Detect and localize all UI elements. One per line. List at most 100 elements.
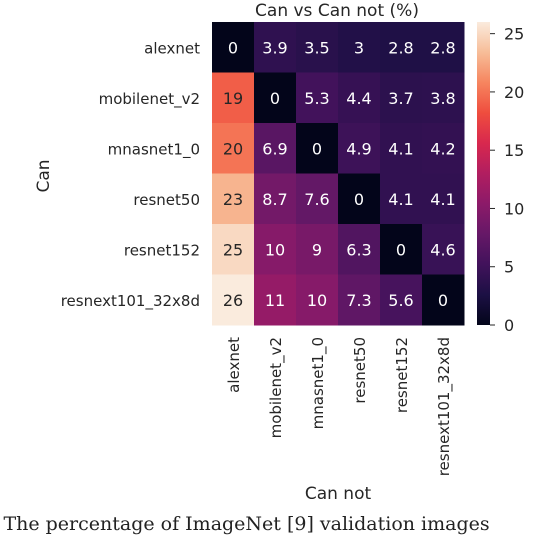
cell-value-label: 19 <box>223 89 243 108</box>
cell-value-label: 3.7 <box>388 89 413 108</box>
heatmap-cell <box>422 123 465 174</box>
cell-value-label: 4.2 <box>430 139 455 158</box>
colorbar-tick-label: 5 <box>504 258 514 277</box>
heatmap-cell <box>296 274 339 326</box>
cell-value-label: 6.3 <box>346 240 371 259</box>
heatmap-cells: 0 3.9 3.5 3 2.8 2.8 19 0 5.3 4.4 3.7 3.8 20 6.9 0 4.9 4.… <box>212 22 465 326</box>
cell-value-label: 4.4 <box>346 89 371 108</box>
heatmap-cell <box>380 22 423 73</box>
cell-value-label: 0 <box>438 291 448 310</box>
heatmap-cell <box>338 72 381 124</box>
heatmap-cell <box>254 123 297 174</box>
heatmap-cell <box>380 224 423 275</box>
heatmap-cell <box>422 224 465 275</box>
row-tick-label: resnet50 <box>133 191 200 209</box>
column-tick-label: mobilenet_v2 <box>267 337 286 438</box>
cell-value-label: 5.3 <box>304 89 329 108</box>
heatmap-cell <box>422 274 465 326</box>
colorbar <box>477 22 490 325</box>
caption-text: : The percentage of ImageNet [9] validat… <box>0 515 490 535</box>
cell-value-label: 4.1 <box>388 139 413 158</box>
cell-value-label: 5.6 <box>388 291 413 310</box>
heatmap-cell <box>296 72 339 124</box>
heatmap-cell <box>338 224 381 275</box>
colorbar-tick-label: 15 <box>504 141 524 160</box>
heatmap-cell <box>212 173 255 225</box>
heatmap-cell <box>254 72 297 124</box>
heatmap-cell <box>422 173 465 225</box>
column-tick-label: resnet50 <box>351 337 369 404</box>
cell-value-label: 11 <box>265 291 285 310</box>
heatmap-cell <box>380 123 423 174</box>
colorbar-tick-label: 25 <box>504 25 524 44</box>
colorbar-tick-label: 0 <box>504 316 514 335</box>
row-tick-label: alexnet <box>144 39 200 57</box>
heatmap-cell <box>296 123 339 174</box>
cell-value-label: 10 <box>265 240 285 259</box>
cell-value-label: 2.8 <box>430 38 455 57</box>
cell-value-label: 0 <box>354 190 364 209</box>
colorbar-tick-label: 10 <box>504 199 524 218</box>
cell-value-label: 4.1 <box>388 190 413 209</box>
column-tick-label: resnext101_32x8d <box>435 337 454 476</box>
heatmap-cell <box>380 173 423 225</box>
cell-value-label: 8.7 <box>262 190 287 209</box>
chart-title: Can vs Can not (%) <box>255 1 419 21</box>
cell-value-label: 20 <box>223 139 243 158</box>
heatmap-cell <box>254 173 297 225</box>
y-axis-label: Can <box>34 159 54 192</box>
heatmap-cell <box>212 72 255 124</box>
colorbar-tick-label: 20 <box>504 83 524 102</box>
cell-value-label: 9 <box>312 240 322 259</box>
heatmap-cell <box>212 274 255 326</box>
cell-value-label: 4.9 <box>346 139 371 158</box>
cell-value-label: 4.6 <box>430 240 455 259</box>
cell-value-label: 0 <box>396 240 406 259</box>
cell-value-label: 7.3 <box>346 291 371 310</box>
heatmap-cell <box>338 173 381 225</box>
heatmap-cell <box>338 22 381 73</box>
cell-value-label: 0 <box>270 89 280 108</box>
cell-value-label: 26 <box>223 291 243 310</box>
heatmap-cell <box>212 224 255 275</box>
colorbar-ticks: 0 5 10 15 20 25 <box>490 25 524 335</box>
heatmap-cell <box>296 224 339 275</box>
heatmap-cell <box>338 123 381 174</box>
column-tick-label: alexnet <box>225 337 243 393</box>
cell-value-label: 23 <box>223 190 243 209</box>
heatmap-cell <box>380 72 423 124</box>
heatmap-cell <box>338 274 381 326</box>
cell-value-label: 3 <box>354 38 364 57</box>
column-tick-label: mnasnet1_0 <box>309 337 328 429</box>
row-labels: alexnet mobilenet_v2 mnasnet1_0 resnet50 res… <box>61 39 200 311</box>
cell-value-label: 3.9 <box>262 38 287 57</box>
cell-value-label: 2.8 <box>388 38 413 57</box>
heatmap-cell <box>212 123 255 174</box>
cell-value-label: 7.6 <box>304 190 329 209</box>
cell-value-label: 4.1 <box>430 190 455 209</box>
x-axis-label: Can not <box>305 484 372 504</box>
cell-value-label: 0 <box>312 139 322 158</box>
heatmap-cell <box>254 22 297 73</box>
column-tick-label: resnet152 <box>393 337 411 413</box>
cell-value-label: 25 <box>223 240 243 259</box>
heatmap-cell <box>380 274 423 326</box>
heatmap-cell <box>254 224 297 275</box>
row-tick-label: mobilenet_v2 <box>99 90 200 109</box>
heatmap-cell <box>422 22 465 73</box>
heatmap-cell <box>296 173 339 225</box>
row-tick-label: mnasnet1_0 <box>108 140 200 159</box>
row-tick-label: resnet152 <box>124 241 200 259</box>
heatmap-cell <box>296 22 339 73</box>
cell-value-label: 10 <box>307 291 327 310</box>
heatmap-cell <box>254 274 297 326</box>
cell-value-label: 6.9 <box>262 139 287 158</box>
cell-value-label: 0 <box>228 38 238 57</box>
cell-value-label: 3.8 <box>430 89 455 108</box>
heatmap-cell <box>422 72 465 124</box>
heatmap-cell <box>212 22 255 73</box>
column-labels: alexnet mobilenet_v2 mnasnet1_0 resnet50 res… <box>225 337 454 476</box>
row-tick-label: resnext101_32x8d <box>61 292 200 311</box>
figure-caption: : The percentage of ImageNet [9] validat… <box>0 515 558 537</box>
